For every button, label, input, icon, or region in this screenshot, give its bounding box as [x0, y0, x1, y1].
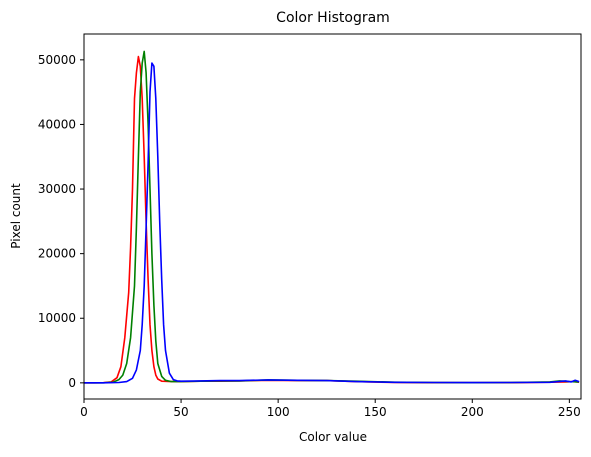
x-axis-label: Color value	[299, 430, 367, 444]
y-tick-label: 10000	[38, 311, 76, 325]
y-tick-label: 40000	[38, 117, 76, 131]
series-line-1	[84, 55, 580, 384]
x-axis: 0 50 100 150 200 250	[80, 399, 581, 419]
y-axis-label: Pixel count	[9, 183, 23, 249]
series-line-2	[84, 50, 580, 384]
x-tick-label: 200	[461, 405, 484, 419]
x-tick-label: 150	[364, 405, 387, 419]
y-axis: 0 10000 20000 30000 40000 50000	[38, 53, 84, 390]
y-tick-label: 30000	[38, 182, 76, 196]
series-line-3	[84, 62, 580, 384]
y-tick-label: 0	[68, 376, 76, 390]
plot-lines	[84, 50, 580, 384]
chart-title: Color Histogram	[276, 10, 390, 26]
plot-frame	[83, 33, 582, 400]
x-tick-label: 50	[173, 405, 188, 419]
y-tick-label: 20000	[38, 247, 76, 261]
y-tick-label: 50000	[38, 53, 76, 67]
x-tick-label: 0	[80, 405, 88, 419]
x-tick-label: 250	[558, 405, 581, 419]
x-tick-label: 100	[267, 405, 290, 419]
